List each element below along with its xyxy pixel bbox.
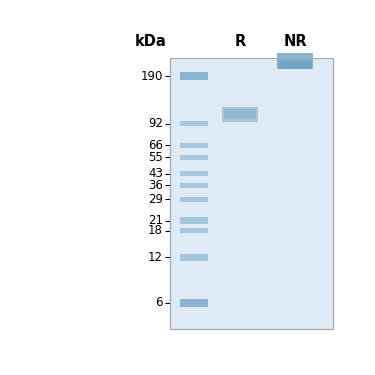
Text: R: R — [234, 34, 246, 50]
Bar — [180, 299, 208, 307]
Bar — [180, 72, 208, 80]
Text: 12: 12 — [148, 251, 163, 264]
Text: kDa: kDa — [134, 34, 166, 50]
Text: 18: 18 — [148, 224, 163, 237]
Bar — [278, 53, 314, 69]
Bar — [222, 107, 258, 122]
Text: 66: 66 — [148, 139, 163, 152]
Text: 29: 29 — [148, 193, 163, 206]
Bar — [180, 183, 208, 188]
Bar — [180, 155, 208, 160]
Text: 6: 6 — [155, 296, 163, 309]
Bar — [224, 109, 256, 119]
Text: 43: 43 — [148, 167, 163, 180]
Bar — [180, 228, 208, 233]
Bar — [170, 58, 333, 329]
Bar — [180, 217, 208, 224]
Text: 36: 36 — [148, 179, 163, 192]
Text: 21: 21 — [148, 214, 163, 227]
Text: 55: 55 — [148, 151, 163, 164]
Bar — [180, 121, 208, 126]
Text: 92: 92 — [148, 117, 163, 130]
Bar — [180, 171, 208, 176]
Bar — [279, 61, 312, 69]
Text: NR: NR — [284, 34, 307, 50]
Bar — [180, 254, 208, 261]
Text: 190: 190 — [141, 69, 163, 82]
Bar — [170, 58, 333, 329]
Bar — [180, 197, 208, 202]
Bar — [180, 143, 208, 148]
